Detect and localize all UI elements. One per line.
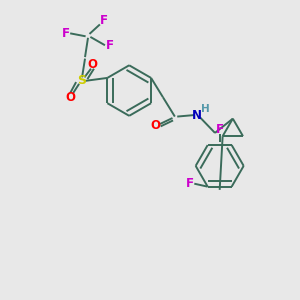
Text: O: O [151,119,160,132]
Text: H: H [201,104,210,114]
Text: F: F [216,124,224,136]
Text: O: O [88,58,98,71]
Text: N: N [192,109,202,122]
Text: O: O [65,91,75,104]
Text: F: F [186,177,194,190]
Text: S: S [78,74,87,87]
Text: F: F [100,14,108,27]
Text: F: F [105,39,113,52]
Text: F: F [62,27,70,40]
